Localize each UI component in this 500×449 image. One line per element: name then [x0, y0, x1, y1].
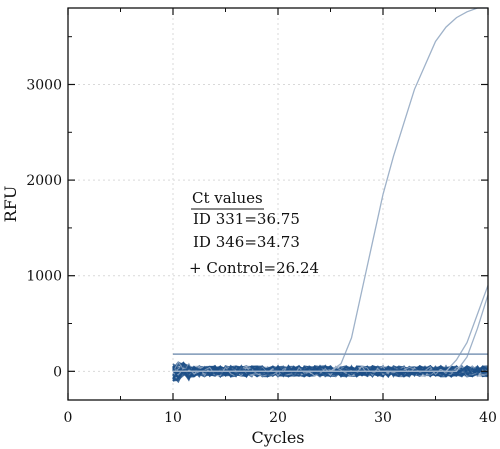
amplification-curve-2: [173, 285, 489, 372]
x-tick-label: 20: [269, 410, 287, 426]
ct-value-id-331: ID 331=36.75: [193, 210, 300, 228]
amplification-curve-3: [173, 294, 489, 372]
x-tick-label: 40: [479, 410, 497, 426]
y-tick-label: 2000: [26, 173, 62, 189]
ct-values-heading: Ct values: [192, 189, 263, 207]
x-tick-label: 10: [164, 410, 182, 426]
tick-layer: 0 10 20 30 40 0 1000 2000 3000: [26, 77, 497, 426]
y-tick-label: 0: [53, 364, 62, 380]
baseline-trace: [172, 364, 489, 380]
x-axis-label: Cycles: [251, 428, 304, 447]
y-tick-label: 3000: [26, 77, 62, 93]
y-axis-label: RFU: [1, 186, 20, 223]
x-tick-label: 0: [64, 410, 73, 426]
ct-value-id-346: ID 346=34.73: [193, 233, 300, 251]
baseline-trace: [172, 365, 489, 378]
x-tick-label: 30: [374, 410, 392, 426]
ct-value-control: + Control=26.24: [189, 259, 319, 277]
ct-values-annotation: Ct values ID 331=36.75 ID 346=34.73 + Co…: [189, 189, 319, 277]
axis-layer: [67, 7, 489, 401]
y-tick-label: 1000: [26, 269, 62, 285]
series-layer: [173, 7, 489, 372]
